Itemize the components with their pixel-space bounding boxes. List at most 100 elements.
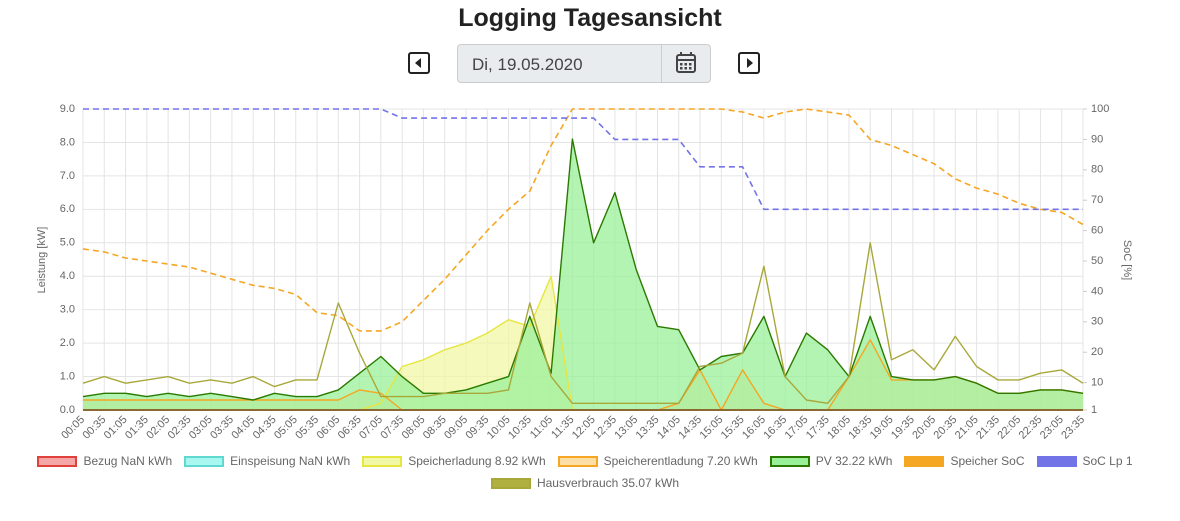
y-tick-label: 9.0 xyxy=(60,103,75,115)
y-tick-label: 4.0 xyxy=(60,270,75,282)
y-tick-label: 7.0 xyxy=(60,170,75,182)
calendar-icon xyxy=(676,52,696,73)
x-tick-label: 14:05 xyxy=(655,414,683,442)
legend-item[interactable]: Speicher SoC xyxy=(904,454,1025,468)
x-tick-label: 03:35 xyxy=(208,414,236,442)
legend-swatch xyxy=(557,455,598,467)
legend-swatch xyxy=(769,455,810,467)
x-tick-label: 15:05 xyxy=(698,414,726,442)
x-tick-label: 04:35 xyxy=(251,414,279,442)
legend-label: Speicherladung 8.92 kWh xyxy=(408,454,546,468)
series-line xyxy=(82,138,1084,401)
x-tick-label: 02:35 xyxy=(166,414,194,442)
x-tick-label: 07:35 xyxy=(378,414,406,442)
legend-item[interactable]: Speicherladung 8.92 kWh xyxy=(362,454,546,468)
x-tick-label: 06:05 xyxy=(315,414,343,442)
legend-label: Einspeisung NaN kWh xyxy=(230,454,351,468)
y-tick-label: 1.0 xyxy=(60,370,75,382)
legend-item[interactable]: PV 32.22 kWh xyxy=(769,454,893,468)
legend-label: SoC Lp 1 xyxy=(1082,454,1133,468)
legend-label: Speicherentladung 7.20 kWh xyxy=(603,454,758,468)
x-tick-label: 17:35 xyxy=(804,414,832,442)
next-day-button[interactable] xyxy=(738,52,760,74)
x-tick-label: 08:05 xyxy=(400,414,428,442)
calendar-button[interactable] xyxy=(661,45,710,82)
y-axis-title: Leistung [kW] xyxy=(36,227,48,294)
x-tick-label: 01:05 xyxy=(102,414,130,442)
x-tick-label: 07:05 xyxy=(357,414,385,442)
legend-label: Speicher SoC xyxy=(950,454,1025,468)
x-tick-label: 21:05 xyxy=(953,414,981,442)
legend-label: PV 32.22 kWh xyxy=(815,454,893,468)
x-tick-label: 19:35 xyxy=(889,414,917,442)
x-tick-label: 00:35 xyxy=(81,414,109,442)
y2-tick-label: 60 xyxy=(1091,225,1103,237)
series-line xyxy=(82,108,1084,332)
y2-tick-label: 80 xyxy=(1091,164,1103,176)
x-tick-label: 14:35 xyxy=(676,414,704,442)
page-title: Logging Tagesansicht xyxy=(458,4,722,32)
x-tick-label: 13:05 xyxy=(612,414,640,442)
legend-label: Bezug NaN kWh xyxy=(83,454,173,468)
y2-tick-label: 20 xyxy=(1091,346,1103,358)
y-tick-label: 2.0 xyxy=(60,337,75,349)
x-tick-label: 05:05 xyxy=(272,414,300,442)
y2-tick-label: 100 xyxy=(1091,103,1109,115)
area-fill xyxy=(83,139,1083,410)
y2-tick-label: 90 xyxy=(1091,133,1103,145)
date-text: Di, 19.05.2020 xyxy=(472,55,583,74)
legend: Bezug NaN kWh Einspeisung NaN kWh Speicher… xyxy=(30,454,1140,490)
y2-axis-title: SoC [%] xyxy=(1121,240,1133,280)
x-tick-label: 20:35 xyxy=(932,414,960,442)
prev-day-button[interactable] xyxy=(408,52,430,74)
x-tick-label: 20:05 xyxy=(910,414,938,442)
date-input[interactable]: Di, 19.05.2020 xyxy=(457,44,711,83)
legend-item[interactable]: SoC Lp 1 xyxy=(1036,454,1133,468)
legend-item[interactable]: Hausverbrauch 35.07 kWh xyxy=(490,476,679,490)
x-tick-label: 06:35 xyxy=(336,414,364,442)
y2-tick-label: 1 xyxy=(1091,404,1097,416)
legend-item[interactable]: Bezug NaN kWh xyxy=(37,454,172,468)
legend-item[interactable]: Speicherentladung 7.20 kWh xyxy=(557,454,758,468)
x-tick-label: 01:35 xyxy=(123,414,151,442)
next-icon xyxy=(747,58,753,68)
legend-swatch xyxy=(904,455,945,467)
x-tick-label: 23:05 xyxy=(1038,414,1066,442)
x-tick-label: 18:05 xyxy=(825,414,853,442)
x-tick-label: 11:05 xyxy=(528,414,555,441)
x-tick-label: 18:35 xyxy=(846,414,874,442)
x-tick-label: 16:05 xyxy=(740,414,768,442)
x-tick-label: 00:05 xyxy=(59,414,87,442)
x-tick-label: 10:05 xyxy=(485,414,513,442)
x-tick-label: 22:05 xyxy=(995,414,1023,442)
legend-swatch xyxy=(1036,455,1077,467)
y2-tick-label: 40 xyxy=(1091,285,1103,297)
x-tick-label: 16:35 xyxy=(761,414,789,442)
x-tick-label: 09:35 xyxy=(463,414,491,442)
legend-swatch xyxy=(184,455,225,467)
y-tick-label: 5.0 xyxy=(60,237,75,249)
y-tick-label: 8.0 xyxy=(60,136,75,148)
series-line xyxy=(83,108,1083,211)
x-tick-label: 10:35 xyxy=(506,414,534,442)
prev-icon xyxy=(415,58,421,68)
y-tick-label: 6.0 xyxy=(60,203,75,215)
x-tick-label: 19:05 xyxy=(868,414,896,442)
legend-swatch xyxy=(37,455,78,467)
x-tick-label: 08:35 xyxy=(421,414,449,442)
x-tick-label: 15:35 xyxy=(719,414,747,442)
x-tick-label: 23:35 xyxy=(1059,414,1087,442)
y-tick-label: 0.0 xyxy=(60,404,75,416)
x-tick-label: 13:35 xyxy=(634,414,662,442)
x-tick-label: 09:05 xyxy=(442,414,470,442)
y2-tick-label: 30 xyxy=(1091,316,1103,328)
x-tick-label: 17:05 xyxy=(783,414,811,442)
x-tick-label: 04:05 xyxy=(229,414,257,442)
x-tick-label: 12:05 xyxy=(570,414,598,442)
legend-item[interactable]: Einspeisung NaN kWh xyxy=(184,454,350,468)
x-tick-label: 02:05 xyxy=(144,414,172,442)
x-tick-label: 03:05 xyxy=(187,414,215,442)
y2-tick-label: 50 xyxy=(1091,255,1103,267)
x-tick-label: 22:35 xyxy=(1017,414,1045,442)
